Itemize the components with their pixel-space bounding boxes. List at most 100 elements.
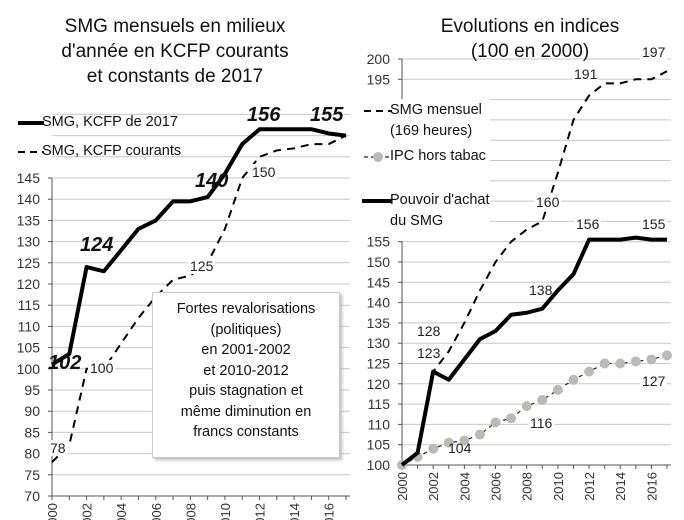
data-point [474, 429, 485, 440]
x-tick-label: 2014 [287, 503, 302, 520]
y-tick-label: 140 [367, 295, 391, 311]
data-label: 155 [640, 216, 668, 232]
note-line: (politiques) [210, 321, 282, 338]
data-point [568, 374, 579, 385]
note-line: Fortes revalorisations [176, 301, 316, 317]
y-tick-label: 125 [17, 255, 41, 271]
data-label: 127 [640, 373, 668, 389]
legend-line: (169 heures) [390, 123, 473, 139]
y-tick-label: 150 [367, 254, 391, 270]
y-tick-label: 130 [17, 234, 41, 250]
x-tick-label: 2008 [183, 503, 198, 520]
x-tick-label: 2004 [114, 503, 129, 520]
x-tick-label: 2014 [613, 472, 628, 501]
y-tick-label: 135 [17, 212, 41, 228]
data-label: 78 [48, 440, 68, 456]
left-title-line: d'année en KCFP courants [61, 41, 289, 62]
data-point [552, 384, 563, 395]
data-point [630, 356, 641, 367]
y-tick-label: 105 [17, 340, 41, 356]
legend-line: du SMG [390, 213, 444, 229]
note-line: puis stagnation et [189, 383, 303, 399]
data-label: 124 [80, 234, 114, 256]
left-title-line: et constants de 2017 [86, 66, 264, 87]
y-tick-label: 105 [367, 437, 391, 453]
data-label: 100 [88, 360, 116, 376]
right-title-line: (100 en 2000) [470, 41, 590, 62]
legend-item-kcfp-courants: SMG, KCFP courants [42, 143, 182, 159]
data-label: 125 [188, 258, 216, 274]
y-tick-label: 75 [24, 467, 40, 483]
data-label: 156 [574, 216, 602, 232]
data-label: 116 [528, 415, 555, 431]
series-line-0 [50, 127, 347, 367]
data-point [521, 401, 532, 412]
data-label: 150 [250, 164, 278, 180]
legend-line: SMG mensuel [390, 102, 482, 118]
data-label: 102 [48, 352, 82, 374]
left-chart-title: SMG mensuels en milieux d'année en KCFP … [10, 14, 340, 89]
y-tick-label: 115 [368, 396, 391, 412]
data-point [506, 413, 517, 424]
data-label: 191 [572, 66, 600, 82]
x-tick-label: 2002 [80, 503, 95, 520]
y-tick-label: 100 [17, 361, 41, 377]
y-tick-label: 145 [367, 274, 391, 290]
y-tick-label: 200 [367, 51, 391, 67]
legend-item-ipc: IPC hors tabac [390, 148, 486, 164]
y-tick-label: 120 [367, 376, 391, 392]
data-label: 138 [529, 282, 553, 298]
x-tick-label: 2012 [253, 503, 268, 520]
y-tick-label: 85 [24, 424, 40, 440]
legend-swatch-ipc-marker [373, 152, 383, 162]
left-title-line: SMG mensuels en milieux [64, 16, 286, 37]
y-tick-label: 155 [367, 234, 391, 250]
x-tick-label: 2004 [457, 472, 472, 501]
y-tick-label: 145 [17, 170, 41, 186]
data-point [662, 350, 672, 361]
x-tick-label: 2000 [45, 503, 60, 520]
x-tick-label: 2000 [395, 472, 410, 501]
series-line-2 [400, 235, 667, 467]
data-label: 123 [417, 345, 441, 361]
note-line: francs constants [193, 424, 299, 440]
x-tick-label: 2002 [426, 472, 441, 501]
y-tick-label: 95 [24, 382, 40, 398]
x-tick-label: 2016 [322, 503, 337, 520]
y-tick-label: 135 [367, 315, 391, 331]
note-line: en 2001-2002 [201, 342, 291, 358]
annotation-note-box: Fortes revalorisations (politiques) en 2… [152, 292, 340, 458]
data-point [584, 366, 595, 377]
legend-item-pouvoir-achat: Pouvoir d'achat du SMG [390, 190, 490, 232]
y-tick-label: 100 [367, 457, 391, 473]
data-label: 104 [448, 440, 472, 456]
data-point [428, 443, 439, 454]
x-tick-label: 2008 [520, 472, 535, 501]
data-point [490, 417, 501, 428]
data-point [599, 358, 610, 369]
data-label: 156 [247, 104, 281, 126]
data-label: 140 [195, 170, 229, 192]
x-tick-label: 2010 [218, 503, 233, 520]
data-point [615, 358, 626, 369]
y-tick-label: 130 [367, 335, 391, 351]
y-tick-label: 140 [17, 191, 41, 207]
y-tick-label: 195 [367, 71, 391, 87]
x-tick-label: 2006 [149, 503, 164, 520]
data-label: 197 [640, 44, 668, 60]
data-label: 155 [310, 104, 344, 126]
y-tick-label: 110 [18, 318, 41, 334]
right-chart-title: Evolutions en indices (100 en 2000) [380, 14, 680, 64]
x-tick-label: 2006 [489, 472, 504, 501]
series-line-1 [401, 354, 668, 466]
right-title-line: Evolutions en indices [440, 16, 620, 37]
note-line: et 2010-2012 [203, 362, 289, 379]
y-tick-label: 70 [24, 488, 40, 504]
y-tick-label: 90 [24, 403, 40, 419]
data-point [537, 395, 548, 406]
series-line-0 [401, 70, 668, 466]
y-tick-label: 80 [24, 446, 40, 462]
y-tick-label: 125 [367, 356, 391, 372]
legend-item-smg-mensuel: SMG mensuel (169 heures) [390, 100, 482, 142]
